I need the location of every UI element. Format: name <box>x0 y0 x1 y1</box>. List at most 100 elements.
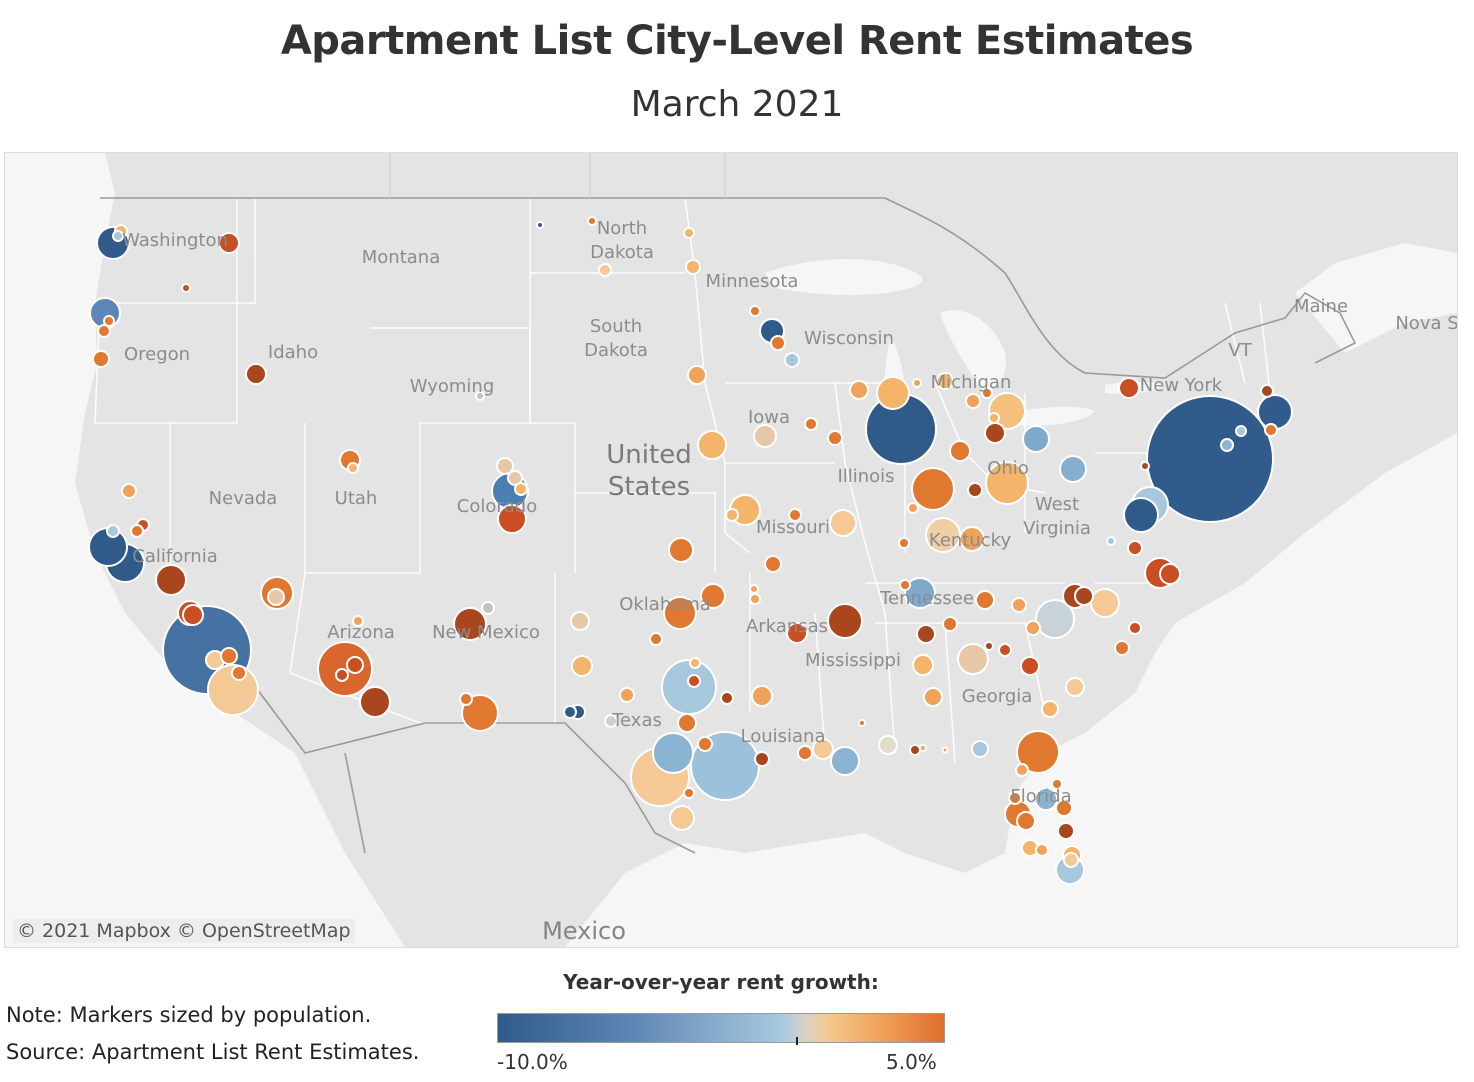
marker-sacramento <box>155 564 187 596</box>
national-borders <box>100 197 1357 854</box>
marker-bellingham <box>112 230 124 242</box>
marker-tulsa <box>700 583 726 609</box>
marker-fargo2 <box>683 227 695 239</box>
marker-memphis <box>827 603 863 639</box>
marker-springfield-mo <box>764 555 782 573</box>
marker-reno <box>121 483 137 499</box>
great-lakes <box>765 258 1165 452</box>
map-attribution[interactable]: © 2021 Mapbox © OpenStreetMap <box>13 919 355 943</box>
marker-plano <box>689 657 701 669</box>
label-georgia: Georgia <box>961 686 1033 707</box>
marker-cincinnati <box>959 526 985 552</box>
marker-west-palm <box>1057 822 1075 840</box>
marker-bismarck <box>598 263 612 277</box>
marker-toledo <box>984 422 1006 444</box>
marker-arlington-tx <box>687 674 701 688</box>
label-new-mexico: New Mexico <box>432 622 540 643</box>
marker-lakeland <box>1008 791 1022 805</box>
state-borders <box>94 197 1271 764</box>
chart-subtitle: March 2021 <box>630 84 844 125</box>
label-missouri: Missouri <box>755 517 831 538</box>
marker-charlotte <box>1035 599 1075 639</box>
label-louisiana: Louisiana <box>740 726 826 747</box>
marker-dallas <box>661 659 717 715</box>
label-iowa: Iowa <box>747 407 791 428</box>
us-rent-map[interactable]: Washington Montana North Dakota Minnesot… <box>4 152 1458 948</box>
marker-yuma <box>267 588 285 606</box>
marker-allentown <box>1127 540 1143 556</box>
marker-pensacola <box>909 744 921 756</box>
marker-tallahassee <box>971 740 989 758</box>
marker-norfolk <box>1159 563 1181 585</box>
marker-montgomery <box>923 687 943 707</box>
marker-hartford <box>1220 438 1234 452</box>
marker-rockford <box>849 380 869 400</box>
chart-title: Apartment List City-Level Rent Estimates <box>280 18 1194 64</box>
legend-min-label: -10.0% <box>497 1050 568 1074</box>
marker-savannah <box>1041 700 1059 718</box>
marker-shreveport <box>751 685 773 707</box>
marker-augusta <box>998 643 1012 657</box>
marker-charleston <box>1065 677 1085 697</box>
marker-el-paso <box>461 694 499 732</box>
label-south-dakota: South Dakota <box>584 316 648 361</box>
map-canvas <box>5 153 1457 947</box>
marker-greensboro <box>1074 586 1094 606</box>
marker-minot <box>536 221 544 229</box>
marker-columbia <box>1020 656 1040 676</box>
marker-trenton <box>1140 461 1150 471</box>
label-nevada: Nevada <box>208 488 278 509</box>
marker-norman <box>649 632 663 646</box>
marker-lansing <box>965 393 981 409</box>
marker-corpus <box>669 805 695 831</box>
marker-grand-rapids <box>936 372 954 390</box>
label-texas: Texas <box>612 710 662 731</box>
marker-lafayette <box>797 745 813 761</box>
marker-jackson <box>919 744 927 752</box>
marker-huntsville <box>942 616 958 632</box>
marker-abilene <box>619 687 635 703</box>
marker-ann-arbor <box>981 387 993 399</box>
marker-oakland <box>106 524 120 538</box>
label-united-states: United States <box>606 440 692 502</box>
marker-fayetteville <box>1114 640 1130 656</box>
label-mexico: Mexico <box>542 917 626 945</box>
label-colorado: Colorado <box>456 496 538 517</box>
label-illinois: Illinois <box>837 466 895 487</box>
marker-indianapolis <box>911 467 955 511</box>
marker-grand-forks <box>587 216 597 226</box>
legend-color-scale <box>497 1013 945 1043</box>
marker-fort-worth <box>677 713 697 733</box>
marker-peoria <box>912 378 922 388</box>
marker-providence <box>1264 423 1278 437</box>
marker-des-moines <box>753 424 777 448</box>
marker-santa-fe <box>481 601 495 615</box>
marker-fort-wayne <box>949 440 971 462</box>
marker-evansville <box>907 502 919 514</box>
marker-rapid-city <box>475 391 485 401</box>
marker-flagstaff <box>352 615 364 627</box>
marker-irvine <box>231 665 247 681</box>
marker-tucson <box>359 686 391 718</box>
marker-daytona <box>1051 778 1063 790</box>
label-oklahoma: Oklahoma <box>619 594 711 615</box>
marker-naples <box>1063 852 1079 868</box>
marker-beaumont <box>754 751 770 767</box>
marker-eugene <box>92 350 110 368</box>
label-idaho: Idaho <box>267 342 319 363</box>
marker-buffalo <box>1118 377 1140 399</box>
marker-st-louis <box>829 509 857 537</box>
marker-brownsville <box>683 787 695 799</box>
marker-oklahoma-city <box>663 596 697 630</box>
marker-odessa <box>563 705 577 719</box>
marker-chattanooga <box>916 624 936 644</box>
marker-tyler <box>720 691 734 705</box>
marker-laredo <box>604 714 618 728</box>
label-nova-scotia: Nova S <box>1395 313 1458 334</box>
label-michigan: Michigan <box>930 372 1012 393</box>
marker-springfield-il <box>827 430 843 446</box>
marker-gulfport <box>858 719 866 727</box>
label-florida: Florida <box>1010 786 1072 807</box>
label-tennessee: Tennessee <box>880 588 974 609</box>
marker-cedar-rapids <box>804 417 818 431</box>
